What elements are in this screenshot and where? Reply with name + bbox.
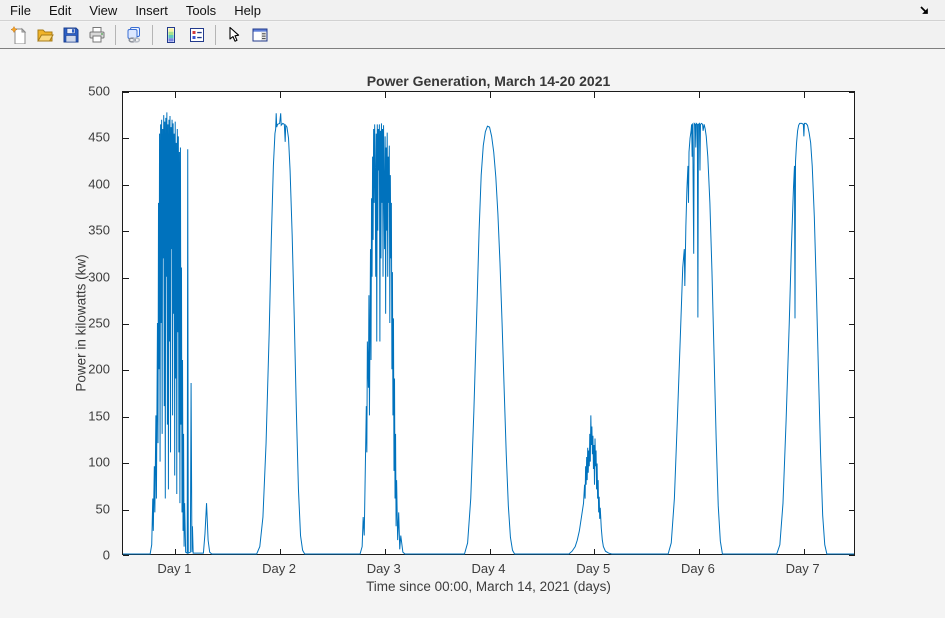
tick-mark (699, 549, 700, 555)
x-tick-label: Day 6 (681, 561, 715, 576)
y-tick-label: 500 (88, 84, 110, 99)
plot-area (122, 91, 855, 555)
tick-mark (849, 417, 855, 418)
tick-mark (849, 278, 855, 279)
toolbar-separator (152, 25, 153, 45)
tick-mark (849, 555, 855, 556)
tick-mark (849, 138, 855, 139)
tick-mark (594, 549, 595, 555)
save-figure-button[interactable] (58, 23, 84, 47)
figure-properties-icon (251, 26, 269, 44)
tick-mark (123, 324, 129, 325)
copy-link-icon (125, 26, 143, 44)
tick-mark (490, 549, 491, 555)
x-axis-label: Time since 00:00, March 14, 2021 (days) (122, 579, 855, 594)
y-tick-label: 350 (88, 223, 110, 238)
toolbar-separator (115, 25, 116, 45)
insert-legend-button[interactable] (184, 23, 210, 47)
figure-toolbar (0, 22, 945, 49)
tick-mark (849, 463, 855, 464)
new-figure-icon (10, 26, 28, 44)
y-tick-label: 300 (88, 269, 110, 284)
tick-mark (804, 549, 805, 555)
figure-window: File Edit View Insert Tools Help (0, 0, 945, 618)
y-tick-label: 100 (88, 455, 110, 470)
tick-mark (123, 185, 129, 186)
menu-view[interactable]: View (87, 1, 119, 20)
tick-mark (123, 278, 129, 279)
print-figure-button[interactable] (84, 23, 110, 47)
tick-mark (175, 92, 176, 98)
tick-mark (280, 549, 281, 555)
tick-mark (123, 92, 129, 93)
x-tick-label: Day 7 (786, 561, 820, 576)
x-tick-label: Day 3 (367, 561, 401, 576)
pointer-select-button[interactable] (221, 23, 247, 47)
tick-mark (594, 92, 595, 98)
tick-mark (849, 231, 855, 232)
pointer-arrow-icon (225, 26, 243, 44)
figure-properties-button[interactable] (247, 23, 273, 47)
x-tick-label: Day 5 (576, 561, 610, 576)
tick-mark (804, 92, 805, 98)
figure-canvas: Power Generation, March 14-20 2021 Power… (0, 50, 945, 618)
tick-mark (123, 370, 129, 371)
insert-colorbar-button[interactable] (158, 23, 184, 47)
open-folder-icon (36, 26, 54, 44)
x-tick-label: Day 1 (157, 561, 191, 576)
y-tick-label: 450 (88, 130, 110, 145)
menu-edit[interactable]: Edit (47, 1, 73, 20)
y-tick-label: 150 (88, 408, 110, 423)
tick-mark (849, 185, 855, 186)
y-tick-label: 250 (88, 316, 110, 331)
tick-mark (849, 510, 855, 511)
tick-mark (123, 510, 129, 511)
tick-mark (490, 92, 491, 98)
tick-mark (385, 92, 386, 98)
open-file-button[interactable] (32, 23, 58, 47)
printer-icon (88, 26, 106, 44)
legend-icon (188, 26, 206, 44)
tick-mark (123, 231, 129, 232)
tick-mark (849, 324, 855, 325)
menu-tools[interactable]: Tools (184, 1, 218, 20)
tick-mark (123, 463, 129, 464)
menu-bar: File Edit View Insert Tools Help (0, 0, 945, 21)
copy-link-button[interactable] (121, 23, 147, 47)
y-tick-label: 0 (103, 548, 110, 563)
menu-help[interactable]: Help (232, 1, 263, 20)
tick-mark (123, 555, 129, 556)
chart-title: Power Generation, March 14-20 2021 (122, 73, 855, 89)
tick-mark (175, 549, 176, 555)
y-tick-label: 50 (96, 501, 110, 516)
tick-mark (849, 92, 855, 93)
menu-insert[interactable]: Insert (133, 1, 170, 20)
tick-mark (849, 370, 855, 371)
toolbar-separator (215, 25, 216, 45)
dock-arrow-icon (917, 3, 933, 19)
x-tick-label: Day 4 (472, 561, 506, 576)
y-tick-label: 400 (88, 176, 110, 191)
tick-mark (123, 417, 129, 418)
tick-mark (123, 138, 129, 139)
dock-figure-button[interactable] (917, 3, 933, 19)
x-tick-labels: Day 1 Day 2 Day 3 Day 4 Day 5 Day 6 Day 7 (122, 561, 855, 577)
new-figure-button[interactable] (6, 23, 32, 47)
power-plot (123, 92, 854, 554)
y-tick-label: 200 (88, 362, 110, 377)
tick-mark (699, 92, 700, 98)
tick-mark (280, 92, 281, 98)
save-floppy-icon (62, 26, 80, 44)
x-tick-label: Day 2 (262, 561, 296, 576)
tick-mark (385, 549, 386, 555)
menu-file[interactable]: File (8, 1, 33, 20)
y-tick-labels: 050100150200250300350400450500 (60, 91, 116, 555)
colorbar-icon (162, 26, 180, 44)
power-line-series (123, 112, 854, 554)
